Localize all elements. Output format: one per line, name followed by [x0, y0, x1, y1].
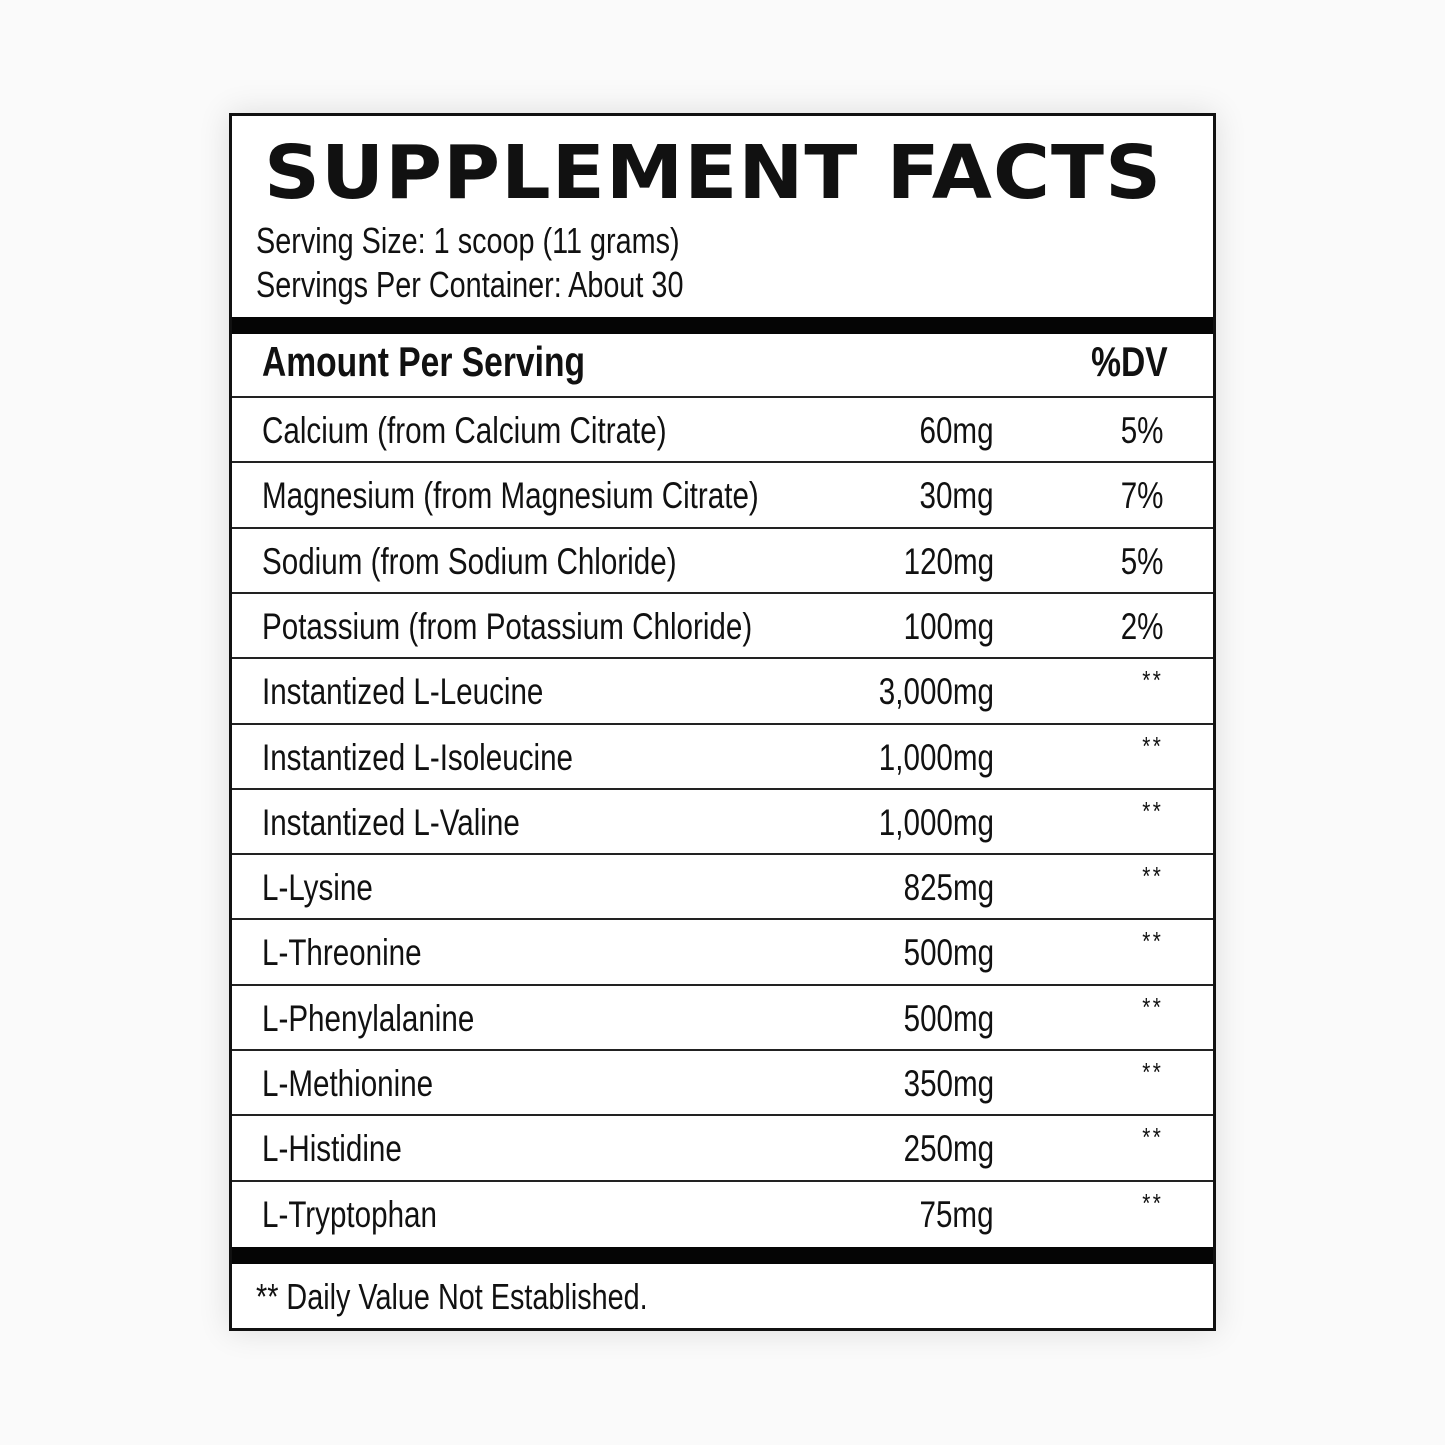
amount-per-serving-header: Amount Per Serving: [262, 338, 585, 385]
nutrient-amount: 30mg: [919, 475, 994, 517]
table-row: Sodium (from Sodium Chloride) 120mg 5%: [232, 526, 1213, 592]
nutrient-name: Instantized L-Valine: [262, 801, 520, 843]
thick-divider-bottom: [232, 1247, 1213, 1264]
table-row: L-Tryptophan 75mg **: [232, 1179, 1213, 1245]
nutrient-dv: **: [1142, 926, 1163, 957]
table-row: Magnesium (from Magnesium Citrate) 30mg 7%: [232, 461, 1213, 526]
nutrient-dv: **: [1142, 1122, 1163, 1153]
panel-title: SUPPLEMENT FACTS: [264, 130, 1163, 216]
nutrient-name: L-Threonine: [262, 932, 422, 974]
table-row: Instantized L-Valine 1,000mg **: [232, 787, 1213, 853]
nutrient-amount: 60mg: [919, 410, 994, 451]
nutrient-name: L-Lysine: [262, 867, 373, 909]
nutrient-name: Instantized L-Isoleucine: [262, 736, 573, 778]
nutrient-dv: 2%: [1120, 605, 1163, 647]
nutrient-amount: 500mg: [903, 932, 994, 974]
table-row: Calcium (from Calcium Citrate) 60mg 5%: [232, 396, 1213, 461]
table-row: L-Phenylalanine 500mg **: [232, 983, 1213, 1049]
nutrient-dv: **: [1142, 665, 1163, 696]
dv-header: %DV: [1091, 338, 1168, 385]
nutrient-amount: 3,000mg: [878, 671, 994, 713]
nutrient-dv: **: [1142, 861, 1163, 892]
table-row: L-Methionine 350mg **: [232, 1049, 1213, 1114]
nutrient-name: Calcium (from Calcium Citrate): [262, 410, 667, 451]
supplement-facts-panel: SUPPLEMENT FACTS Serving Size: 1 scoop (…: [229, 113, 1216, 1331]
nutrient-name: Sodium (from Sodium Chloride): [262, 540, 677, 582]
nutrient-name: L-Phenylalanine: [262, 997, 475, 1039]
nutrient-dv: **: [1142, 795, 1163, 826]
nutrient-amount: 1,000mg: [878, 736, 994, 778]
serving-size: Serving Size: 1 scoop (11 grams): [256, 220, 680, 261]
table-row: Potassium (from Potassium Chloride) 100mg…: [232, 591, 1213, 657]
nutrient-dv: **: [1142, 1057, 1163, 1087]
table-row: Instantized L-Leucine 3,000mg **: [232, 657, 1213, 722]
table-row: L-Threonine 500mg **: [232, 918, 1213, 983]
nutrient-amount: 100mg: [903, 605, 994, 647]
nutrient-amount: 825mg: [903, 867, 994, 909]
nutrient-amount: 75mg: [919, 1193, 994, 1235]
nutrient-dv: **: [1142, 991, 1163, 1022]
nutrient-amount: 120mg: [903, 540, 994, 582]
footnote: ** Daily Value Not Established.: [256, 1276, 648, 1317]
nutrient-amount: 350mg: [903, 1063, 994, 1104]
nutrient-amount: 1,000mg: [878, 801, 994, 843]
servings-per-container: Servings Per Container: About 30: [256, 264, 684, 305]
nutrient-dv: **: [1142, 730, 1163, 761]
nutrient-dv: 7%: [1120, 475, 1163, 517]
nutrient-name: L-Methionine: [262, 1063, 434, 1104]
nutrient-dv: 5%: [1120, 410, 1163, 451]
nutrient-name: Potassium (from Potassium Chloride): [262, 605, 753, 647]
nutrient-amount: 250mg: [903, 1128, 994, 1170]
nutrient-name: L-Tryptophan: [262, 1193, 437, 1235]
table-row: L-Histidine 250mg **: [232, 1114, 1213, 1179]
nutrient-dv: 5%: [1120, 540, 1163, 582]
nutrient-name: Magnesium (from Magnesium Citrate): [262, 475, 759, 517]
nutrient-amount: 500mg: [903, 997, 994, 1039]
thick-divider-top: [232, 317, 1213, 334]
table-row: L-Lysine 825mg **: [232, 853, 1213, 918]
nutrient-name: L-Histidine: [262, 1128, 402, 1170]
nutrient-dv: **: [1142, 1187, 1163, 1218]
nutrient-name: Instantized L-Leucine: [262, 671, 544, 713]
table-row: Instantized L-Isoleucine 1,000mg **: [232, 722, 1213, 788]
